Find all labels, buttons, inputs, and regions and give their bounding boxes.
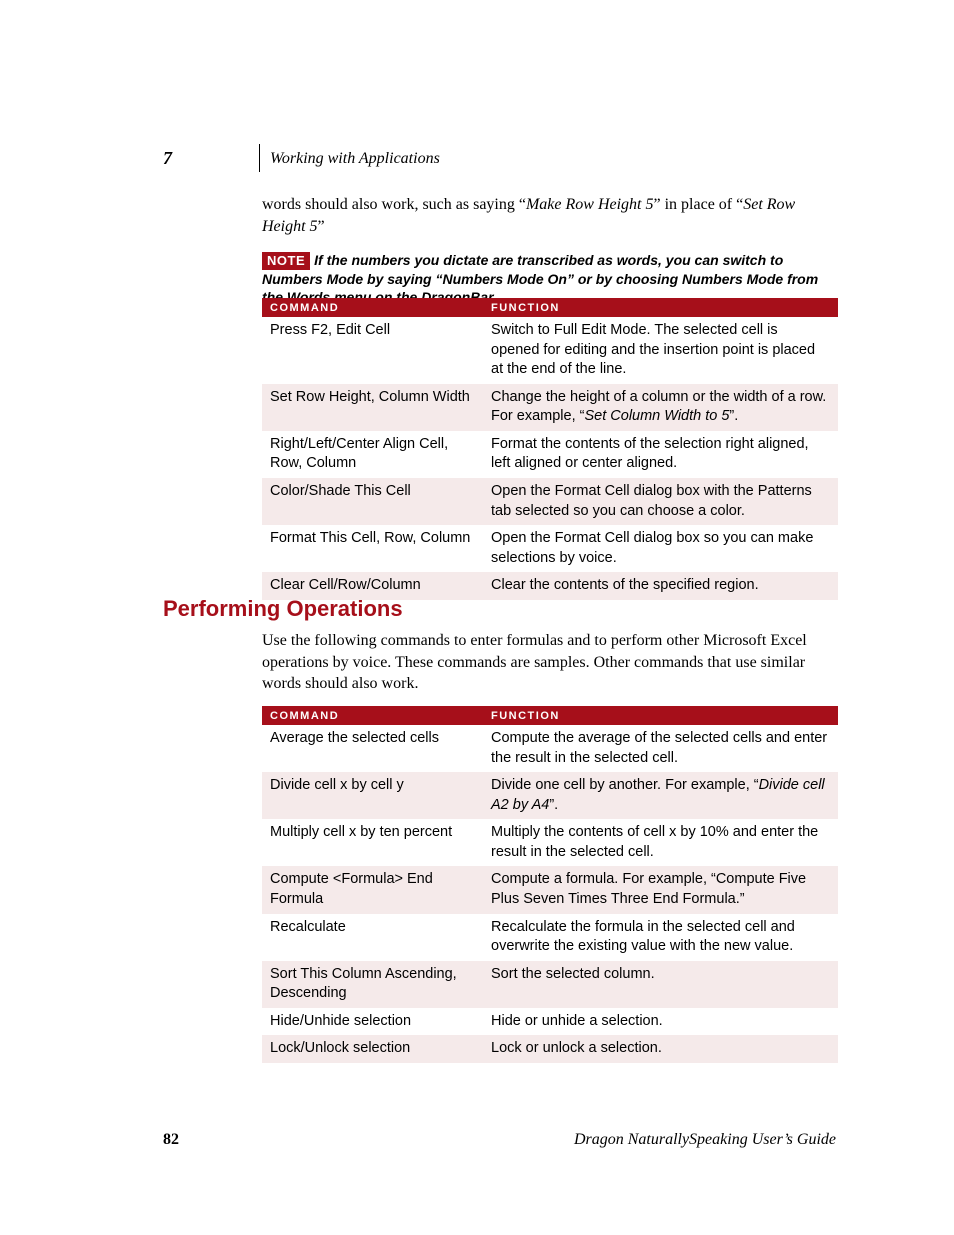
cell-function: Clear the contents of the specified regi… xyxy=(483,572,838,600)
note-badge: NOTE xyxy=(262,252,310,270)
table-row: Set Row Height, Column Width Change the … xyxy=(262,384,838,431)
section-heading: Performing Operations xyxy=(163,596,403,622)
commands-table-2: COMMAND FUNCTION Average the selected ce… xyxy=(262,706,838,1063)
cell-command: Press F2, Edit Cell xyxy=(262,317,483,384)
table-header-function: FUNCTION xyxy=(483,298,838,317)
cell-command: Divide cell x by cell y xyxy=(262,772,483,819)
table-row: Right/Left/Center Align Cell, Row, Colum… xyxy=(262,431,838,478)
fn-em: Set Column Width to 5 xyxy=(584,408,729,424)
cell-command: Sort This Column Ascending, Descending xyxy=(262,961,483,1008)
cell-command: Color/Shade This Cell xyxy=(262,478,483,525)
cell-function: Sort the selected column. xyxy=(483,961,838,1008)
table-row: Compute <Formula> End Formula Compute a … xyxy=(262,866,838,913)
cell-function: Change the height of a column or the wid… xyxy=(483,384,838,431)
header-divider xyxy=(259,144,260,172)
page-number: 82 xyxy=(163,1131,179,1149)
table-row: Format This Cell, Row, Column Open the F… xyxy=(262,525,838,572)
cell-function: Lock or unlock a selection. xyxy=(483,1035,838,1063)
table-header-command: COMMAND xyxy=(262,298,483,317)
cell-function: Multiply the contents of cell x by 10% a… xyxy=(483,819,838,866)
intro-paragraph: words should also work, such as saying “… xyxy=(262,194,836,237)
intro-text-post: ” xyxy=(318,218,325,235)
fn-post: ”. xyxy=(549,797,558,813)
cell-command: Hide/Unhide selection xyxy=(262,1008,483,1036)
cell-function: Recalculate the formula in the selected … xyxy=(483,914,838,961)
table-row: Divide cell x by cell y Divide one cell … xyxy=(262,772,838,819)
cell-function: Switch to Full Edit Mode. The selected c… xyxy=(483,317,838,384)
table-row: Recalculate Recalculate the formula in t… xyxy=(262,914,838,961)
footer-title: Dragon NaturallySpeaking User’s Guide xyxy=(574,1131,836,1149)
chapter-number: 7 xyxy=(163,148,172,169)
cell-function: Divide one cell by another. For example,… xyxy=(483,772,838,819)
table-row: Average the selected cells Compute the a… xyxy=(262,725,838,772)
intro-text-pre: words should also work, such as saying “ xyxy=(262,196,526,213)
cell-command: Set Row Height, Column Width xyxy=(262,384,483,431)
table-header-function: FUNCTION xyxy=(483,706,838,725)
chapter-title: Working with Applications xyxy=(270,150,440,168)
cell-command: Lock/Unlock selection xyxy=(262,1035,483,1063)
section-paragraph: Use the following commands to enter form… xyxy=(262,630,836,695)
cell-function: Open the Format Cell dialog box so you c… xyxy=(483,525,838,572)
cell-command: Multiply cell x by ten percent xyxy=(262,819,483,866)
cell-function: Compute the average of the selected cell… xyxy=(483,725,838,772)
table-row: Hide/Unhide selection Hide or unhide a s… xyxy=(262,1008,838,1036)
table-header-command: COMMAND xyxy=(262,706,483,725)
table-header-row: COMMAND FUNCTION xyxy=(262,706,838,725)
intro-em-1: Make Row Height 5 xyxy=(526,196,654,213)
intro-text-mid: ” in place of “ xyxy=(654,196,744,213)
commands-table-1: COMMAND FUNCTION Press F2, Edit Cell Swi… xyxy=(262,298,838,600)
cell-command: Right/Left/Center Align Cell, Row, Colum… xyxy=(262,431,483,478)
cell-function: Open the Format Cell dialog box with the… xyxy=(483,478,838,525)
table-header-row: COMMAND FUNCTION xyxy=(262,298,838,317)
cell-command: Compute <Formula> End Formula xyxy=(262,866,483,913)
table-row: Press F2, Edit Cell Switch to Full Edit … xyxy=(262,317,838,384)
table-row: Color/Shade This Cell Open the Format Ce… xyxy=(262,478,838,525)
fn-pre: Divide one cell by another. For example,… xyxy=(491,777,759,793)
cell-command: Average the selected cells xyxy=(262,725,483,772)
cell-command: Format This Cell, Row, Column xyxy=(262,525,483,572)
cell-function: Hide or unhide a selection. xyxy=(483,1008,838,1036)
table-row: Sort This Column Ascending, Descending S… xyxy=(262,961,838,1008)
page: 7 Working with Applications words should… xyxy=(0,0,954,1235)
cell-function: Format the contents of the selection rig… xyxy=(483,431,838,478)
cell-command: Recalculate xyxy=(262,914,483,961)
table-row: Multiply cell x by ten percent Multiply … xyxy=(262,819,838,866)
fn-post: ”. xyxy=(729,408,738,424)
table-row: Lock/Unlock selection Lock or unlock a s… xyxy=(262,1035,838,1063)
cell-function: Compute a formula. For example, “Compute… xyxy=(483,866,838,913)
